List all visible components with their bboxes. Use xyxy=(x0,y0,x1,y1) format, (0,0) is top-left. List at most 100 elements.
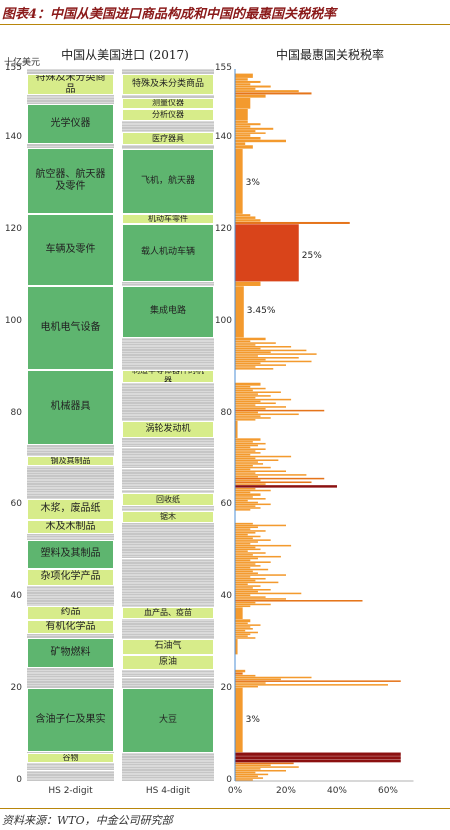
minor-category-segment xyxy=(122,685,214,687)
tariff-bar xyxy=(235,629,246,632)
tariff-bar xyxy=(235,108,248,121)
minor-category-segment xyxy=(122,490,214,493)
minor-category-segment xyxy=(27,97,114,100)
minor-category-segment xyxy=(122,357,214,359)
minor-category-segment xyxy=(27,468,114,471)
minor-category-segment xyxy=(27,588,114,590)
minor-category-segment xyxy=(27,686,114,688)
tariff-bar xyxy=(235,97,251,109)
minor-category-segment xyxy=(27,95,114,97)
tariff-bar xyxy=(235,574,286,576)
minor-category-segment xyxy=(122,492,214,494)
tariff-bar xyxy=(235,631,258,634)
tariff-bar xyxy=(235,537,253,540)
minor-category-segment xyxy=(27,452,114,454)
tariff-bar xyxy=(235,398,292,401)
minor-category-segment xyxy=(27,587,114,589)
minor-category-segment xyxy=(122,525,214,527)
tariff-bar xyxy=(235,528,251,530)
minor-category-segment xyxy=(122,529,214,531)
tariff-bar xyxy=(235,764,271,767)
minor-category-segment xyxy=(122,620,214,622)
minor-category-segment xyxy=(122,599,214,601)
minor-category-segment xyxy=(122,393,214,395)
tariff-bar xyxy=(235,80,261,83)
tariff-bar xyxy=(235,628,253,630)
minor-category-segment xyxy=(122,590,214,592)
category-segment: 电机电气设备 xyxy=(27,286,114,370)
tariff-bar xyxy=(235,396,256,399)
y-tick-label: 40 xyxy=(220,591,232,602)
category-segment: 机械器具 xyxy=(27,369,114,446)
minor-category-segment xyxy=(27,767,114,770)
tariff-bar xyxy=(235,92,312,95)
minor-category-segment xyxy=(122,566,214,568)
category-segment: 机动车零件 xyxy=(122,214,214,225)
minor-category-segment xyxy=(122,571,214,574)
minor-category-segment xyxy=(122,285,214,287)
minor-category-segment xyxy=(122,543,214,546)
tariff-bar xyxy=(235,752,401,756)
y-tick-label: 120 xyxy=(214,223,232,234)
tariff-bar xyxy=(235,413,299,416)
minor-category-segment xyxy=(122,402,214,404)
minor-category-segment xyxy=(27,775,114,778)
minor-category-segment xyxy=(122,465,214,468)
minor-category-segment xyxy=(122,447,214,449)
minor-category-segment xyxy=(122,549,214,551)
minor-category-segment xyxy=(27,682,114,684)
minor-category-segment xyxy=(122,120,214,123)
tariff-bar xyxy=(235,566,251,569)
category-segment: 含油子仁及果实 xyxy=(27,687,114,753)
minor-category-segment xyxy=(27,777,114,779)
rate-annotation: 3.45% xyxy=(246,306,276,317)
minor-category-segment xyxy=(122,671,214,673)
category-segment: 分析仪器 xyxy=(122,108,214,121)
minor-category-segment xyxy=(122,401,214,403)
minor-category-segment xyxy=(122,358,214,360)
minor-category-segment xyxy=(122,526,214,529)
category-segment: 药品 xyxy=(27,605,114,620)
tariff-bar xyxy=(235,463,264,465)
tariff-bar xyxy=(235,548,261,551)
minor-category-segment xyxy=(27,591,114,593)
category-segment: 杂项化学产品 xyxy=(27,568,114,586)
tariff-bar xyxy=(235,442,266,445)
tariff-bar xyxy=(235,554,253,556)
tariff-bar xyxy=(235,224,299,282)
tariff-bar xyxy=(235,368,274,370)
minor-category-segment xyxy=(122,587,214,589)
minor-category-segment xyxy=(122,416,214,419)
y-tick-label: 100 xyxy=(214,315,232,326)
category-segment: 集成电路 xyxy=(122,286,214,338)
tariff-bar xyxy=(235,474,307,476)
tariff-bar xyxy=(235,85,271,88)
minor-category-segment xyxy=(122,410,214,412)
tariff-bar xyxy=(235,684,388,686)
tariff-bar xyxy=(235,572,258,574)
tariff-bar xyxy=(235,281,261,286)
tariff-bar xyxy=(235,607,243,620)
minor-category-segment xyxy=(122,382,214,385)
tariff-bar xyxy=(235,489,271,492)
minor-category-segment xyxy=(122,349,214,351)
minor-category-segment xyxy=(27,635,114,637)
tariff-bar xyxy=(235,594,251,597)
minor-category-segment xyxy=(122,575,214,577)
minor-category-segment xyxy=(122,770,214,772)
tariff-bar xyxy=(235,351,271,354)
tariff-bar xyxy=(235,461,258,463)
minor-category-segment xyxy=(27,596,114,598)
minor-category-segment xyxy=(122,440,214,443)
tariff-bar xyxy=(235,605,251,608)
tariff-bar xyxy=(235,622,248,625)
minor-category-segment xyxy=(122,128,214,130)
tariff-bar xyxy=(235,637,256,639)
minor-category-segment xyxy=(122,771,214,774)
category-segment: 车辆及零件 xyxy=(27,213,114,287)
tariff-bar xyxy=(235,453,251,456)
minor-category-segment xyxy=(122,579,214,581)
minor-category-segment xyxy=(122,477,214,479)
tariff-bar xyxy=(235,669,246,673)
minor-category-segment xyxy=(122,71,214,73)
